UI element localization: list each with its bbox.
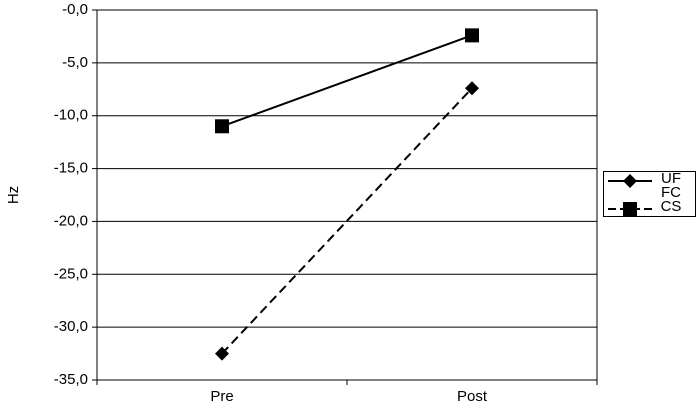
y-tick-label: -10,0 bbox=[54, 107, 88, 124]
legend-swatch bbox=[608, 174, 652, 188]
legend-entry: UF FC bbox=[604, 170, 695, 201]
y-tick-label: -0,0 bbox=[62, 1, 88, 18]
legend-swatch bbox=[608, 202, 652, 216]
y-axis-label: Hz bbox=[5, 186, 22, 204]
y-tick-label: -20,0 bbox=[54, 212, 88, 229]
x-tick-label: Pre bbox=[210, 388, 233, 405]
y-tick-label: -35,0 bbox=[54, 371, 88, 388]
legend: UF FC CS bbox=[603, 171, 696, 217]
marker bbox=[623, 174, 637, 188]
legend-label: CS bbox=[660, 198, 682, 215]
x-tick-label: Post bbox=[457, 388, 488, 405]
marker bbox=[215, 119, 229, 134]
legend-label: UF FC bbox=[661, 170, 681, 201]
plot-frame bbox=[96, 9, 598, 381]
legend-entry: CS bbox=[604, 198, 695, 216]
series-line bbox=[221, 34, 473, 128]
marker bbox=[623, 202, 637, 216]
chart: Hz -0,0 -5,0 -10,0 -15,0 -20,0 -25,0 -30,0 -35,… bbox=[5, 1, 598, 405]
marker bbox=[465, 81, 479, 96]
y-tick-label: -25,0 bbox=[54, 265, 88, 282]
y-tick-label: -15,0 bbox=[54, 160, 88, 177]
y-tick-label: -5,0 bbox=[62, 54, 88, 71]
y-tick-label: -30,0 bbox=[54, 318, 88, 335]
marker bbox=[465, 28, 479, 43]
series-line bbox=[221, 87, 473, 355]
marker bbox=[215, 346, 229, 361]
